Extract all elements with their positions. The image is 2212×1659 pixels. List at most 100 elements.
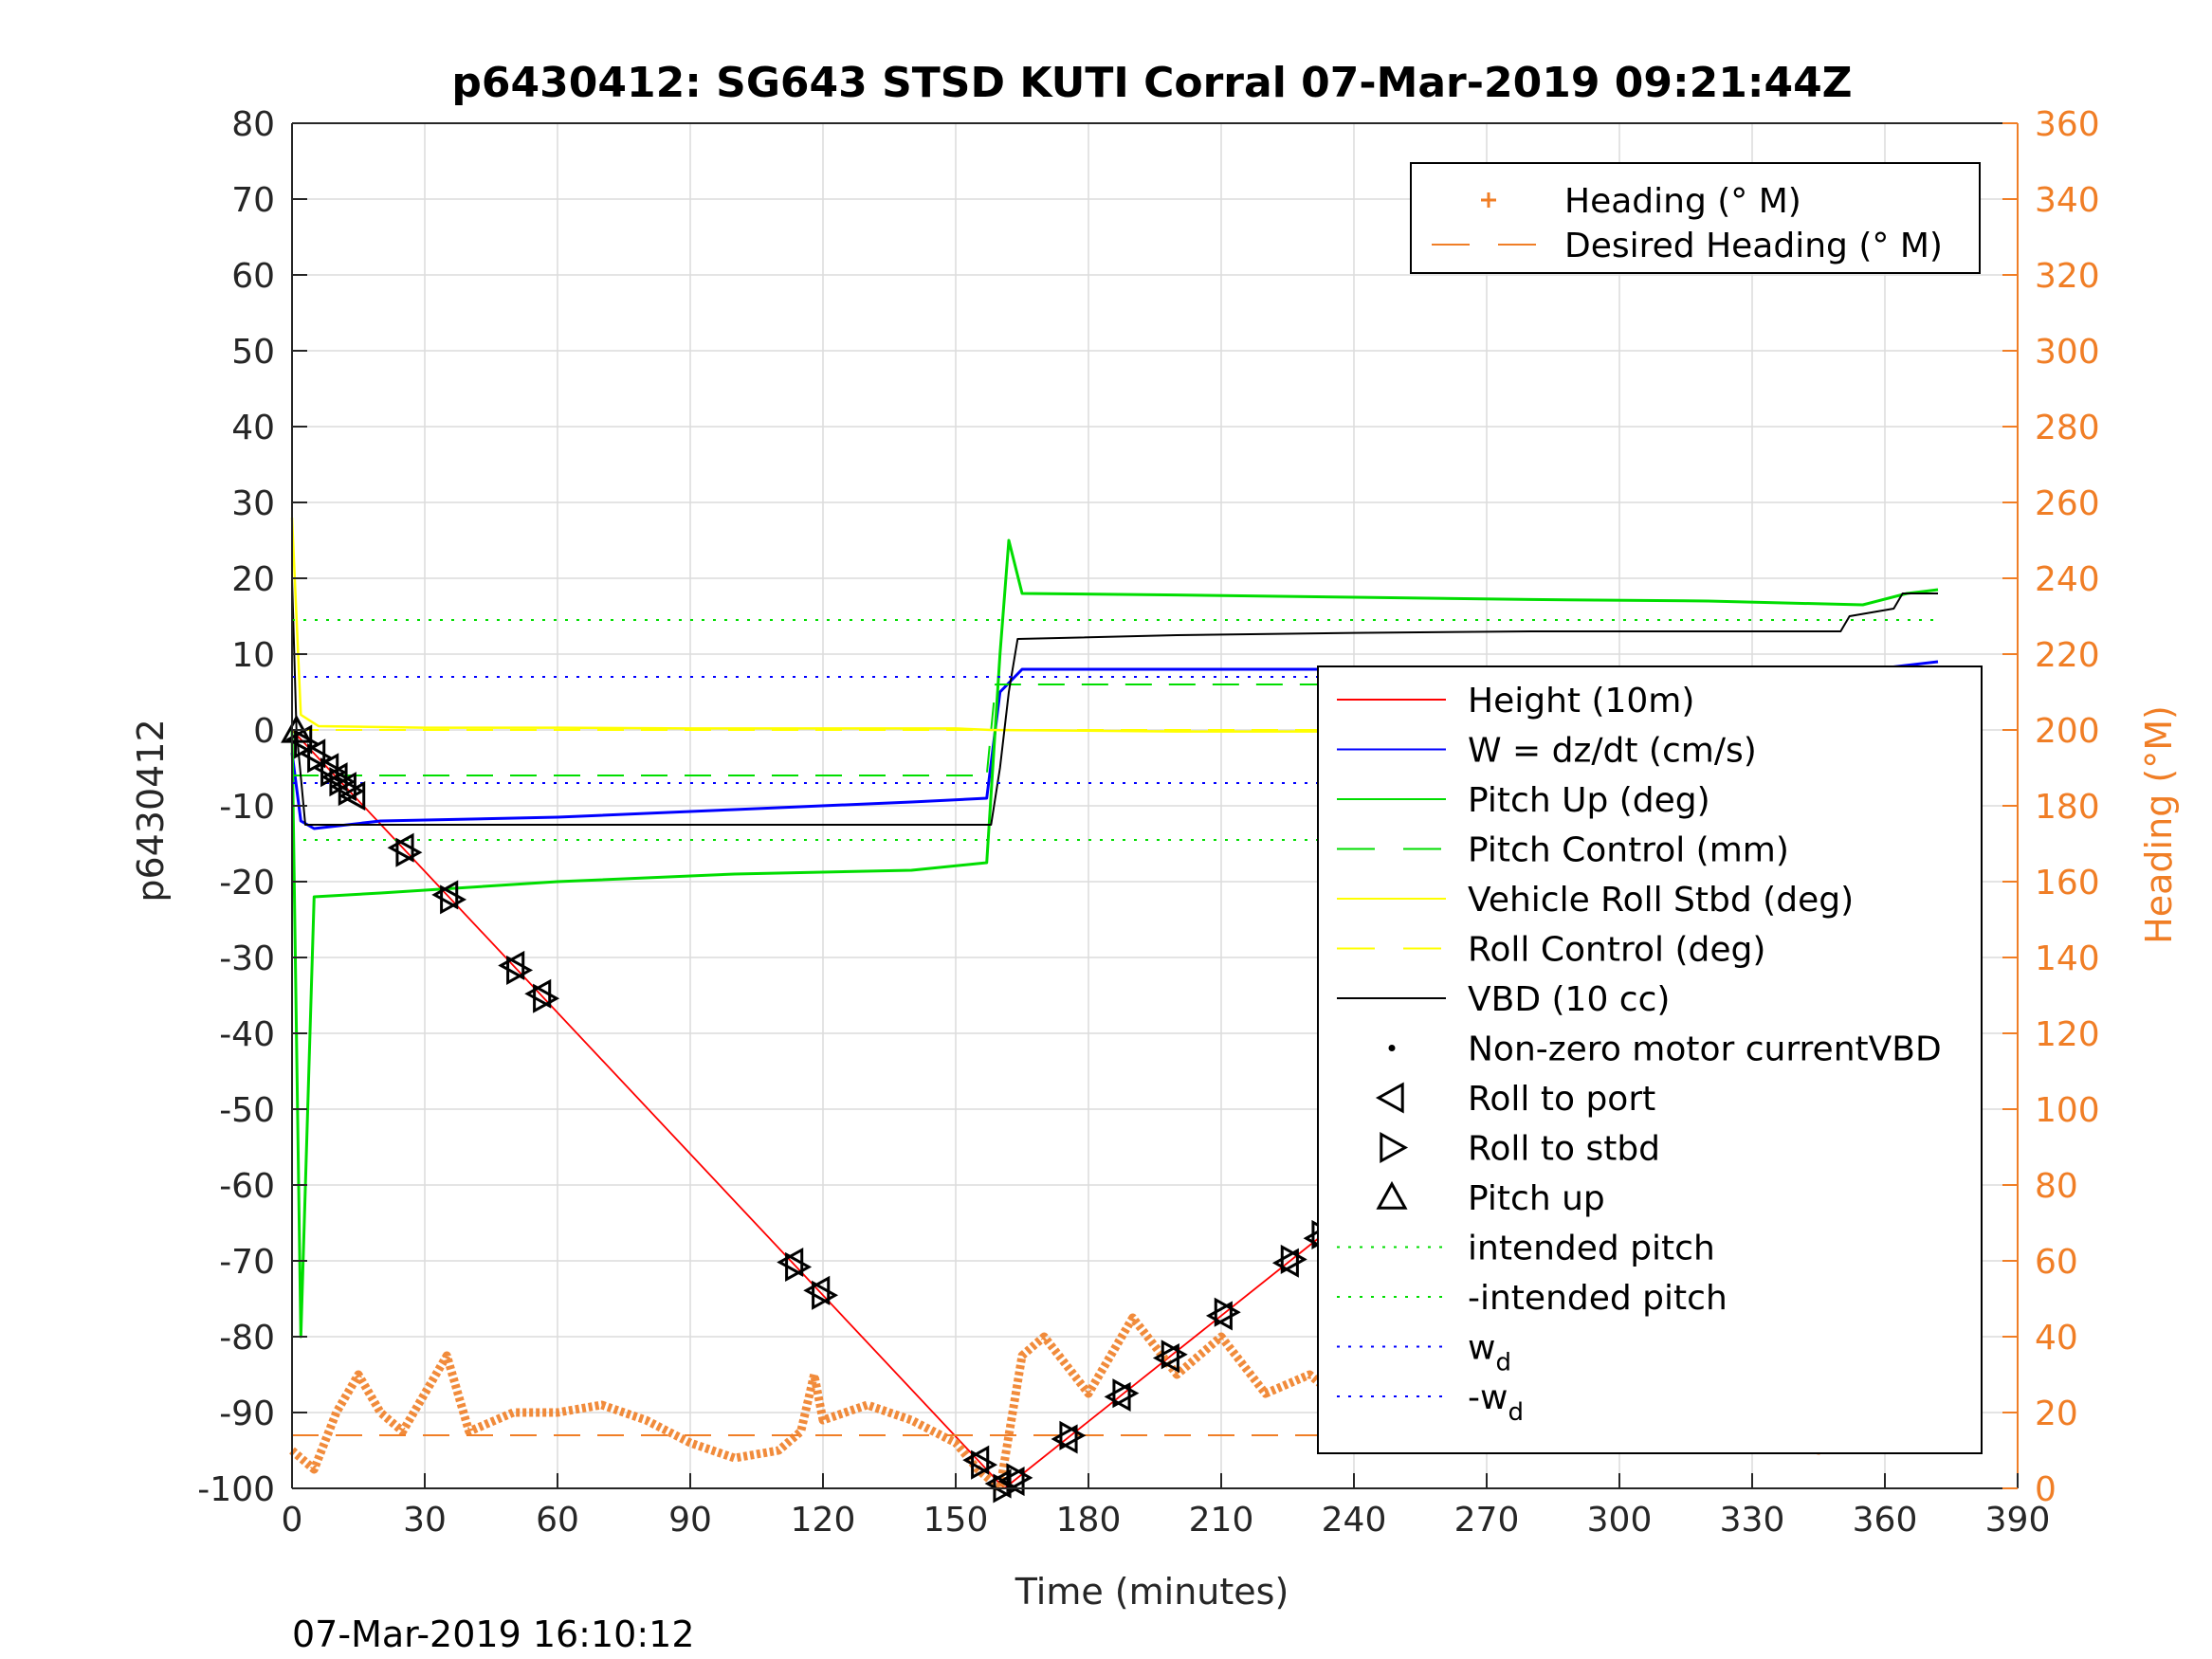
y-tick-label: 70: [231, 181, 275, 220]
marker-roll-to-stbd: [307, 743, 335, 774]
y2-tick-label: 260: [2035, 484, 2100, 523]
legend-main: Height (10m) W = dz/dt (cm/s) Pitch Up (de…: [1317, 665, 1983, 1454]
y-tick-label: -100: [197, 1470, 275, 1509]
legend-sample-marker: [1376, 1180, 1408, 1210]
marker-roll-to-stbd: [812, 1280, 839, 1310]
x-tick-label: 270: [1454, 1501, 1520, 1540]
y-axis-label: p6430412: [130, 719, 172, 902]
y2-tick-label: 180: [2035, 788, 2100, 827]
y-tick-label: -20: [219, 864, 275, 902]
legend-label: -intended pitch: [1468, 1279, 1728, 1318]
legend-heading-label: Heading (° M): [1564, 182, 1801, 221]
legend-label: W = dz/dt (cm/s): [1468, 732, 1757, 771]
marker-roll-to-stbd: [338, 776, 365, 807]
footer-timestamp: 07-Mar-2019 16:10:12: [292, 1613, 695, 1655]
x-tick-label: 60: [536, 1501, 579, 1540]
y-tick-label: -10: [219, 788, 275, 827]
marker-roll-to-stbd: [1161, 1340, 1188, 1370]
y2-tick-label: 80: [2035, 1167, 2078, 1206]
legend-label-subscript: d: [1495, 1349, 1511, 1377]
y2-tick-label: 140: [2035, 939, 2100, 978]
x-tick-label: 150: [923, 1501, 989, 1540]
y-tick-label: 30: [231, 484, 275, 523]
marker-roll-to-stbd: [440, 884, 467, 915]
legend-main-box: [1317, 665, 1983, 1454]
marker-roll-to-stbd: [1280, 1244, 1307, 1275]
marker-roll-to-stbd: [329, 767, 356, 797]
x-tick-label: 120: [791, 1501, 856, 1540]
y-tick-label: 50: [231, 333, 275, 372]
y2-tick-label: 120: [2035, 1015, 2100, 1054]
x-tick-label: 30: [403, 1501, 447, 1540]
y2-tick-label: 280: [2035, 409, 2100, 447]
x-tick-label: 0: [282, 1501, 303, 1540]
y-tick-label: 0: [253, 712, 275, 751]
legend-sample-marker: [1380, 1131, 1409, 1164]
marker-roll-to-stbd: [785, 1251, 813, 1283]
y-tick-label: -50: [219, 1091, 275, 1130]
x-tick-label: 360: [1853, 1501, 1918, 1540]
legend-heading-label: Desired Heading (° M): [1564, 227, 1943, 265]
legend-label-subscript: d: [1508, 1398, 1524, 1427]
x-tick-label: 300: [1587, 1501, 1653, 1540]
marker-roll-to-stbd: [533, 983, 560, 1013]
y2-tick-label: 300: [2035, 333, 2100, 372]
marker-roll-to-port: [338, 781, 366, 811]
y-tick-label: 40: [231, 409, 275, 447]
x-tick-label: 210: [1189, 1501, 1254, 1540]
legend-label: Pitch Up (deg): [1468, 781, 1710, 820]
x-tick-label: 390: [1985, 1501, 2051, 1540]
y2-tick-label: 0: [2035, 1470, 2057, 1509]
y2-tick-label: 160: [2035, 864, 2100, 902]
legend-sample-dot: [1388, 1045, 1396, 1051]
y-tick-label: -60: [219, 1167, 275, 1206]
x-tick-label: 330: [1720, 1501, 1785, 1540]
marker-roll-to-stbd: [1214, 1297, 1241, 1327]
marker-roll-to-stbd: [1112, 1378, 1140, 1409]
series-pitch-up-deg: [290, 538, 1939, 1339]
legend-heading: Heading (° M) Desired Heading (° M): [1410, 162, 1981, 274]
y2-tick-label: 100: [2035, 1091, 2100, 1130]
y-tick-label: 10: [231, 636, 275, 675]
marker-roll-to-stbd: [971, 1449, 998, 1480]
y2-tick-label: 60: [2035, 1243, 2078, 1282]
y2-tick-label: 240: [2035, 560, 2100, 599]
legend-label: Roll to stbd: [1468, 1130, 1660, 1169]
x-tick-label: 240: [1322, 1501, 1387, 1540]
y2-axis-label: Heading (°M): [2138, 705, 2180, 944]
y-tick-label: -40: [219, 1015, 275, 1054]
y2-tick-label: 340: [2035, 181, 2100, 220]
x-tick-label: 90: [668, 1501, 712, 1540]
marker-roll-to-stbd: [395, 837, 423, 867]
marker-roll-to-stbd: [1059, 1420, 1087, 1450]
marker-roll-to-stbd: [320, 757, 348, 788]
y2-tick-label: 20: [2035, 1395, 2078, 1433]
legend-label: Non-zero motor currentVBD: [1468, 1030, 1942, 1069]
y-tick-label: 20: [231, 560, 275, 599]
marker-roll-to-stbd: [1006, 1463, 1033, 1493]
marker-roll-to-stbd: [506, 955, 534, 985]
y2-tick-label: 360: [2035, 105, 2100, 144]
series-vbd-10-cc: [291, 577, 1938, 826]
y-tick-label: -80: [219, 1319, 275, 1358]
y-tick-label: -30: [219, 939, 275, 978]
y-tick-label: 60: [231, 257, 275, 296]
axes: 0 30 60 90 120 150 180 210 240 270 300 330 360 390-10…: [197, 105, 2099, 1540]
legend-label: VBD (10 cc): [1468, 980, 1670, 1019]
legend-sample-marker: [1375, 1082, 1404, 1114]
x-axis-label: Time (minutes): [1015, 1571, 1289, 1613]
chart-title: p6430412: SG643 STSD KUTI Corral 07-Mar-…: [451, 59, 1852, 107]
legend-label: Roll Control (deg): [1468, 931, 1765, 970]
legend-label: Pitch up: [1468, 1179, 1605, 1218]
y-tick-label: 80: [231, 105, 275, 144]
y2-tick-label: 40: [2035, 1319, 2078, 1358]
y-tick-label: -70: [219, 1243, 275, 1282]
legend-label: Roll to port: [1468, 1080, 1655, 1119]
legend-heading-box: [1410, 162, 1981, 274]
legend-label: Height (10m): [1468, 682, 1694, 720]
x-tick-label: 180: [1056, 1501, 1122, 1540]
y2-tick-label: 220: [2035, 636, 2100, 675]
legend-label: intended pitch: [1468, 1230, 1715, 1268]
y2-tick-label: 320: [2035, 257, 2100, 296]
legend-label: Pitch Control (mm): [1468, 831, 1789, 870]
